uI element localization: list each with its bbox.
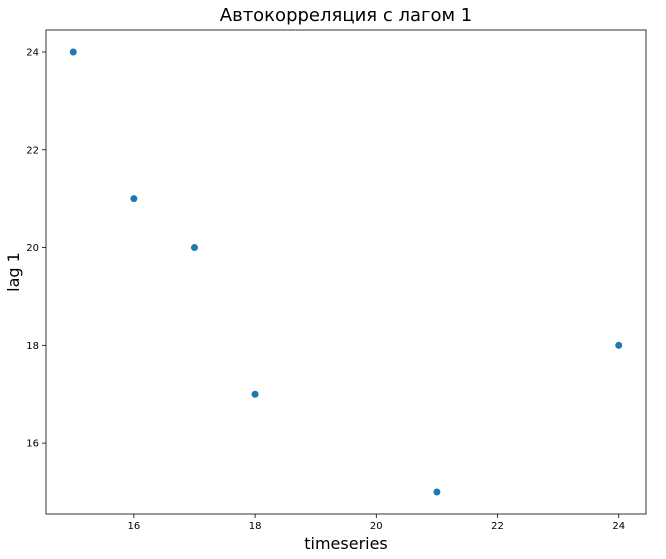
data-point [615,341,623,349]
data-point [251,390,259,398]
y-tick-label: 22 [26,145,39,156]
x-tick-label: 20 [370,521,383,532]
x-tick-label: 18 [249,521,262,532]
chart-title: Автокорреляция с лагом 1 [220,5,472,26]
y-tick-label: 16 [26,439,39,450]
y-axis: 16 18 20 22 24 [26,48,46,450]
x-axis-label: timeseries [304,534,388,553]
y-axis-label: lag 1 [4,252,23,292]
plot-area [45,29,647,515]
x-axis: 16 18 20 22 24 [128,514,625,532]
data-point [190,244,198,252]
x-tick-label: 16 [128,521,141,532]
x-tick-label: 24 [612,521,625,532]
data-point [433,488,441,496]
y-tick-label: 24 [26,48,39,59]
y-tick-label: 20 [26,243,39,254]
data-points [69,48,623,496]
data-point [130,195,138,203]
y-tick-label: 18 [26,341,39,352]
x-tick-label: 22 [491,521,504,532]
data-point [69,48,77,56]
